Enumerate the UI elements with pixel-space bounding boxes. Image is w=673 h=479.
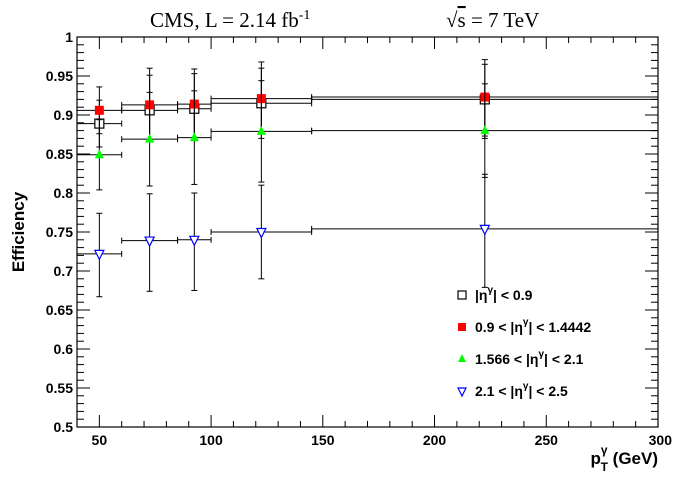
y-tick-label: 0.75 (46, 224, 73, 240)
experiment-label: CMS, L = 2.14 fb-1 (150, 8, 310, 32)
legend-marker (457, 387, 467, 398)
y-tick-label: 0.95 (46, 68, 73, 84)
data-point (479, 224, 491, 236)
x-axis-title: pγ T (GeV) (591, 443, 658, 474)
y-tick-labels: 0.5 0.55 0.6 0.65 0.7 0.75 0.8 0.85 0.9 0.95 1 (46, 29, 73, 435)
data-point (256, 125, 266, 135)
x-tick-label: 100 (199, 432, 223, 448)
axis-ticks (76, 36, 659, 428)
legend-marker (458, 354, 466, 362)
x-tick-label: 150 (311, 432, 335, 448)
legend-entry: 0.9 < |ηγ| < 1.4442 (458, 317, 591, 335)
y-axis-title: Efficiency (9, 191, 28, 272)
x-tick-label: 300 (649, 432, 673, 448)
y-tick-label: 1 (65, 29, 73, 45)
series-3 (76, 80, 659, 191)
legend: |ηγ| < 0.9 0.9 < |ηγ| < 1.4442 1.566 < |ηγ… (457, 285, 591, 399)
legend-marker (457, 290, 467, 300)
x-tick-labels: 50 100 150 200 250 300 (92, 432, 673, 448)
y-tick-label: 0.85 (46, 146, 73, 162)
data-point (255, 227, 267, 239)
legend-entry: |ηγ| < 0.9 (457, 285, 533, 303)
legend-label: |ηγ| < 0.9 (475, 285, 533, 303)
y-tick-label: 0.8 (54, 185, 74, 201)
y-tick-label: 0.6 (54, 341, 74, 357)
y-tick-label: 0.5 (54, 419, 74, 435)
data-point (144, 236, 156, 248)
data-point (94, 149, 104, 159)
data-point (93, 249, 105, 261)
data-point (188, 235, 200, 247)
legend-label: 2.1 < |ηγ| < 2.5 (475, 381, 568, 399)
data-point (145, 133, 155, 143)
legend-entry: 1.566 < |ηγ| < 2.1 (458, 349, 584, 367)
x-tick-label: 50 (92, 432, 108, 448)
data-point (94, 105, 104, 115)
y-tick-label: 0.55 (46, 380, 73, 396)
energy-label: √s = 7 TeV (446, 8, 539, 32)
series-4 (76, 173, 659, 298)
legend-label: 1.566 < |ηγ| < 2.1 (475, 349, 584, 367)
x-tick-label: 200 (423, 432, 447, 448)
data-point (480, 125, 490, 135)
y-tick-label: 0.65 (46, 302, 73, 318)
data-point (189, 132, 199, 142)
data-series (76, 59, 659, 298)
x-tick-label: 250 (535, 432, 559, 448)
y-tick-label: 0.7 (54, 263, 74, 279)
legend-marker (458, 323, 466, 331)
legend-label: 0.9 < |ηγ| < 1.4442 (475, 317, 591, 335)
legend-entry: 2.1 < |ηγ| < 2.5 (457, 381, 568, 399)
y-tick-label: 0.9 (54, 107, 74, 123)
